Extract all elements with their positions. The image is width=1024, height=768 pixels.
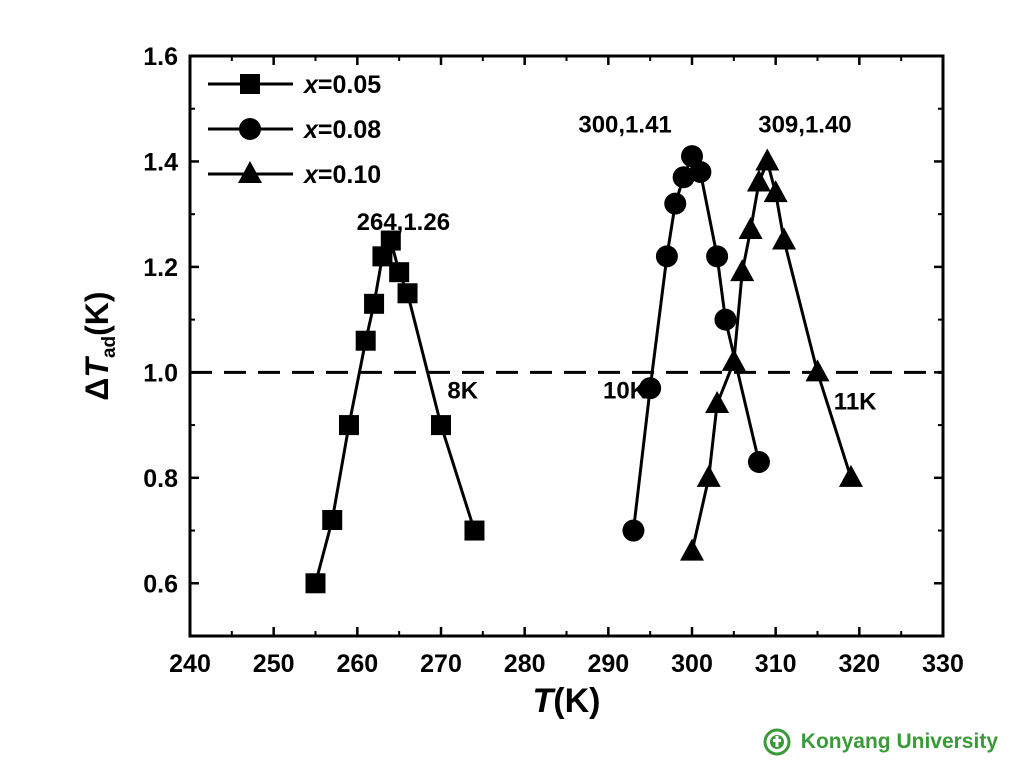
annotation: 10K bbox=[603, 378, 648, 405]
annotation: 264,1.26 bbox=[357, 209, 450, 236]
series-3 bbox=[680, 148, 863, 561]
y-tick-label: 1.0 bbox=[143, 359, 178, 387]
chart: 240 250 260 270 280 290 300 310 320 330 0.6 0.8 1.0 1… bbox=[79, 43, 964, 720]
data-point bbox=[338, 415, 359, 436]
data-point bbox=[705, 391, 730, 413]
data-point bbox=[714, 308, 737, 331]
x-tick-label: 260 bbox=[336, 650, 378, 678]
legend-label: x=0.10 bbox=[302, 161, 381, 189]
legend-label: x=0.05 bbox=[302, 71, 381, 99]
data-point bbox=[730, 259, 755, 282]
data-point bbox=[706, 245, 729, 268]
data-point bbox=[655, 245, 678, 268]
data-point bbox=[746, 169, 771, 192]
y-tick-label: 1.2 bbox=[143, 254, 178, 282]
data-point bbox=[747, 451, 770, 473]
series-line bbox=[631, 152, 761, 531]
y-tick-label: 1.6 bbox=[143, 43, 178, 71]
legend-marker bbox=[240, 74, 260, 94]
data-point bbox=[664, 192, 687, 215]
y-tick-label: 0.6 bbox=[143, 570, 178, 598]
data-point bbox=[838, 464, 863, 487]
series-2 bbox=[622, 145, 770, 542]
data-point bbox=[622, 519, 645, 542]
data-point bbox=[364, 293, 385, 314]
x-tick-label: 240 bbox=[169, 650, 211, 678]
data-point bbox=[305, 573, 326, 594]
data-point bbox=[763, 180, 788, 203]
legend-label: x=0.08 bbox=[302, 116, 381, 144]
data-point bbox=[689, 161, 712, 183]
data-point bbox=[464, 520, 485, 541]
annotation: 8K bbox=[447, 378, 478, 405]
annotation: 309,1.40 bbox=[758, 111, 851, 138]
x-tick-label: 280 bbox=[504, 650, 546, 678]
data-point bbox=[680, 538, 704, 561]
university-logo-icon bbox=[763, 728, 791, 756]
data-point bbox=[380, 230, 401, 251]
series-line bbox=[314, 236, 476, 584]
legend-item: x=0.10 bbox=[208, 161, 381, 189]
data-point bbox=[431, 415, 451, 436]
data-point bbox=[772, 227, 797, 250]
legend-marker bbox=[239, 118, 261, 140]
brand-name: Konyang University bbox=[800, 730, 998, 753]
legend-item: x=0.08 bbox=[208, 116, 381, 144]
x-tick-label: 300 bbox=[671, 650, 713, 678]
series-line bbox=[690, 156, 853, 552]
footer-brand: Konyang University bbox=[763, 728, 998, 756]
data-point bbox=[389, 262, 410, 283]
x-tick-label: 290 bbox=[587, 650, 629, 678]
y-tick-label: 1.4 bbox=[143, 148, 178, 176]
legend-marker bbox=[238, 161, 262, 183]
legend-item: x=0.05 bbox=[208, 71, 381, 99]
data-point bbox=[322, 510, 343, 530]
legend: x=0.05 x=0.08 x=0.10 bbox=[208, 71, 381, 189]
y-axis-title: ΔTad(K) bbox=[79, 291, 120, 400]
x-tick-label: 250 bbox=[253, 650, 295, 678]
y-tick-label: 0.8 bbox=[143, 465, 178, 493]
chart-axes: 240 250 260 270 280 290 300 310 320 330 0.6 0.8 1.0 1… bbox=[79, 43, 964, 720]
x-tick-label: 330 bbox=[922, 650, 964, 678]
x-tick-label: 320 bbox=[838, 650, 880, 678]
data-point bbox=[355, 330, 376, 351]
data-point bbox=[397, 283, 418, 304]
data-point bbox=[672, 166, 695, 189]
series-1 bbox=[305, 230, 485, 594]
x-tick-label: 310 bbox=[755, 650, 797, 678]
data-point bbox=[755, 148, 780, 171]
data-point bbox=[721, 348, 746, 371]
series-group bbox=[305, 145, 863, 594]
annotation: 11K bbox=[834, 388, 877, 415]
data-point bbox=[639, 377, 662, 400]
x-axis-title: T(K) bbox=[533, 682, 601, 720]
data-point bbox=[696, 464, 721, 487]
data-point bbox=[738, 217, 763, 239]
annotation: 300,1.41 bbox=[578, 111, 671, 138]
x-tick-label: 270 bbox=[420, 650, 462, 678]
plot-frame bbox=[188, 54, 945, 638]
data-point bbox=[805, 359, 830, 382]
data-point bbox=[372, 246, 393, 267]
annotations-group: 264,1.26 300,1.41 309,1.40 8K 10K 11K bbox=[357, 111, 878, 415]
